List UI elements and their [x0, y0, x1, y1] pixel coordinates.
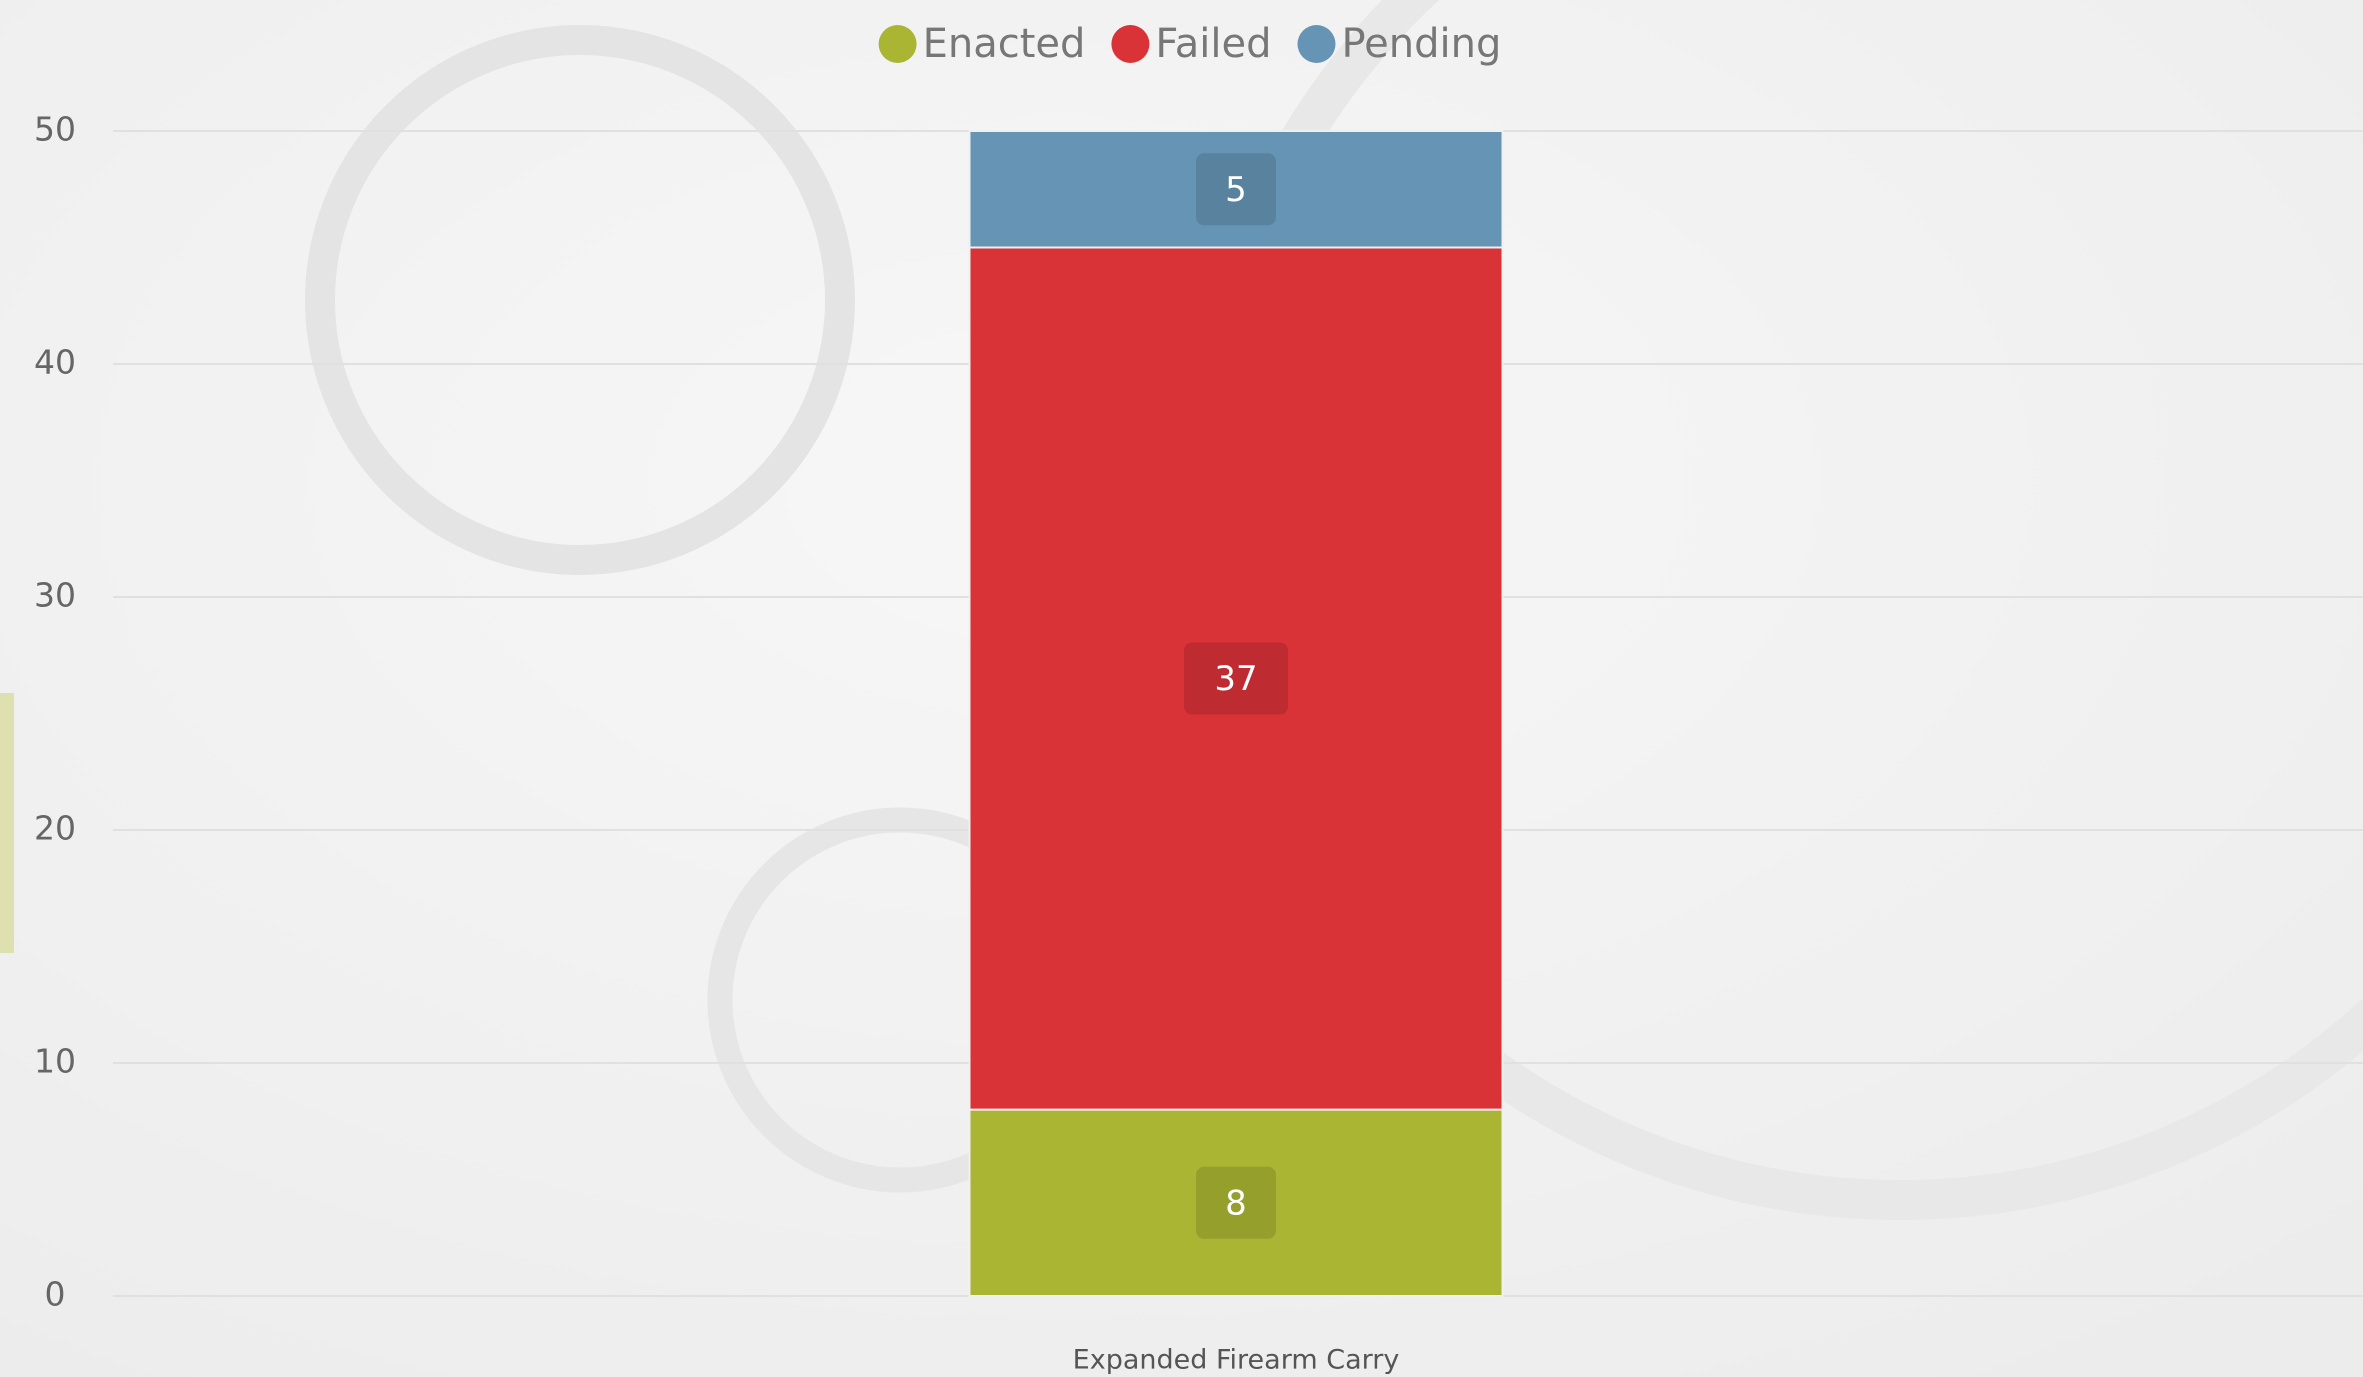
y-tick-label: 50: [34, 110, 76, 149]
bar-segment: [968, 246, 1504, 1111]
data-label: 37: [1214, 659, 1257, 699]
bar-segment: [968, 1108, 1504, 1297]
data-label: 8: [1225, 1183, 1247, 1223]
y-tick-label: 10: [34, 1042, 76, 1081]
data-label: 5: [1225, 170, 1247, 210]
y-tick-label: 0: [45, 1275, 66, 1314]
legend-marker: [1297, 25, 1336, 63]
decor: [305, 25, 855, 575]
data-label-box: [1184, 642, 1288, 715]
y-tick-label: 40: [34, 343, 76, 382]
data-label-box: [1196, 1166, 1276, 1239]
bar-segment: [968, 130, 1504, 249]
x-tick-label: Expanded Firearm Carry: [1073, 1345, 1400, 1376]
y-tick-label: 30: [34, 576, 76, 615]
legend-marker: [1111, 25, 1150, 63]
legend-marker: [878, 25, 917, 63]
legend-label: Enacted: [923, 21, 1086, 67]
y-tick-label: 20: [34, 809, 76, 848]
legend-label: Pending: [1341, 21, 1501, 67]
legend-label: Failed: [1155, 21, 1271, 67]
data-label-box: [1196, 153, 1276, 226]
side-accent: [0, 693, 14, 953]
